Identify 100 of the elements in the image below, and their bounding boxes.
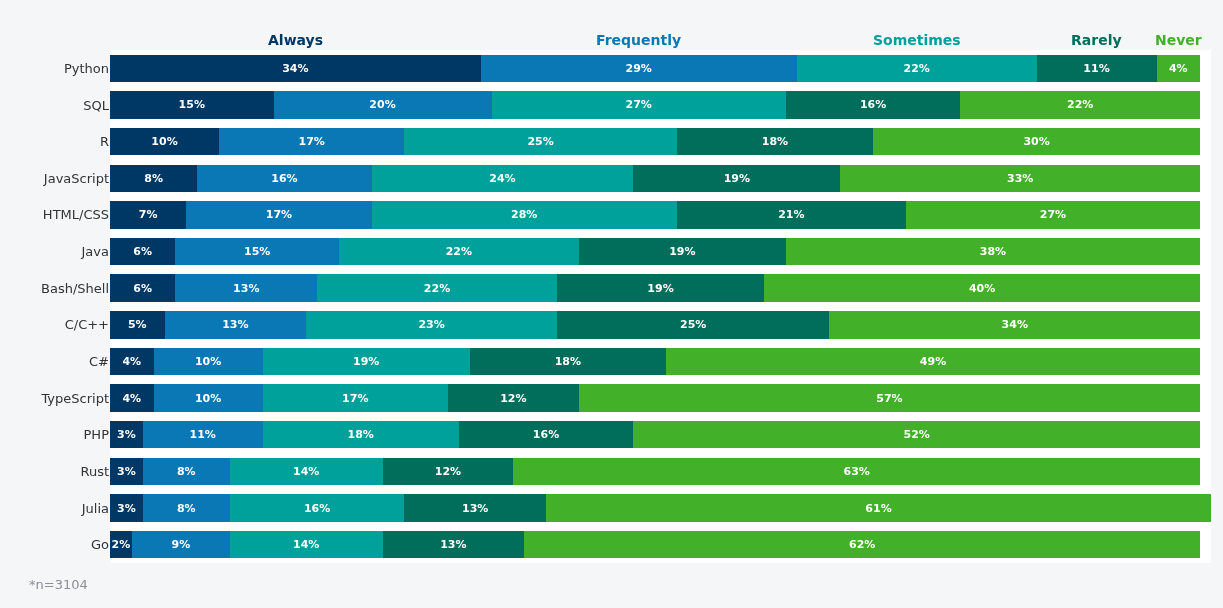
bar xyxy=(491,91,786,119)
bar xyxy=(262,384,448,412)
bar xyxy=(229,457,383,486)
bar xyxy=(873,127,1201,156)
text: *n=3104 xyxy=(29,577,88,592)
data-label: 28% xyxy=(511,208,538,222)
data-label: 11% xyxy=(1083,61,1110,75)
bar xyxy=(578,384,1201,412)
data-label: 4% xyxy=(122,391,142,405)
bar xyxy=(905,201,1201,229)
data-label: 12% xyxy=(434,464,462,478)
bar xyxy=(556,274,765,302)
data-label: 18% xyxy=(761,135,789,149)
data-label: 40% xyxy=(968,281,996,295)
data-label: 17% xyxy=(265,208,293,222)
series-label: Rarely xyxy=(1071,32,1122,48)
data-label: 57% xyxy=(876,391,903,405)
data-label: 8% xyxy=(176,501,196,515)
bar xyxy=(164,311,307,339)
bar xyxy=(676,127,874,156)
bar xyxy=(796,54,1037,83)
data-label: 16% xyxy=(303,501,331,515)
y-tick-label: Python xyxy=(63,60,109,76)
y-tick-label: Java xyxy=(80,244,109,260)
data-label: 18% xyxy=(554,354,582,368)
data-label: 61% xyxy=(865,501,892,515)
bar xyxy=(153,384,263,412)
y-tick-label: Rust xyxy=(80,463,109,479)
bar xyxy=(764,274,1201,302)
bar xyxy=(480,54,797,83)
bar xyxy=(676,201,906,229)
bar xyxy=(110,54,481,83)
y-tick-label: Julia xyxy=(80,500,109,516)
data-label: 30% xyxy=(1023,135,1050,149)
data-label: 18% xyxy=(347,428,374,442)
data-label: 13% xyxy=(462,501,489,515)
bar xyxy=(960,91,1201,119)
data-label: 62% xyxy=(849,538,876,552)
bar xyxy=(578,237,786,266)
bar xyxy=(469,347,666,376)
bar xyxy=(110,91,274,119)
series-label: Frequently xyxy=(596,32,682,48)
data-label: 10% xyxy=(151,135,178,149)
data-label: 34% xyxy=(1001,318,1028,332)
bar xyxy=(633,164,841,192)
data-label: 16% xyxy=(271,171,298,185)
data-label: 9% xyxy=(171,538,191,552)
bar xyxy=(633,421,1201,449)
bar xyxy=(110,311,165,339)
bar xyxy=(273,91,492,119)
data-label: 6% xyxy=(133,281,153,295)
bar xyxy=(665,347,1201,376)
data-label: 3% xyxy=(117,428,136,442)
bar xyxy=(175,237,339,266)
data-label: 14% xyxy=(293,538,320,552)
bar xyxy=(262,421,459,449)
y-tick-label: SQL xyxy=(83,97,110,113)
bar xyxy=(153,347,263,376)
data-label: 13% xyxy=(440,538,467,552)
data-label: 49% xyxy=(919,354,947,368)
bar xyxy=(110,164,198,192)
bar xyxy=(785,91,961,119)
bar xyxy=(404,127,677,156)
data-label: 22% xyxy=(903,61,930,75)
data-label: 20% xyxy=(369,98,396,112)
data-label: 22% xyxy=(1067,98,1094,112)
bar xyxy=(371,164,634,192)
bar xyxy=(382,530,525,559)
data-label: 16% xyxy=(532,428,560,442)
data-label: 19% xyxy=(647,281,674,295)
bar xyxy=(382,457,514,486)
data-label: 14% xyxy=(293,464,320,478)
y-tick-label: R xyxy=(99,134,109,150)
bar xyxy=(110,201,187,229)
y-tick-label: PHP xyxy=(83,427,110,443)
y-tick-label: Go xyxy=(90,537,110,553)
data-label: 29% xyxy=(625,61,652,75)
data-label: 3% xyxy=(117,464,136,478)
bar xyxy=(513,457,1201,486)
bar xyxy=(371,201,677,229)
bar xyxy=(338,237,579,266)
series-label: Sometimes xyxy=(873,32,961,48)
y-tick-label: TypeScript xyxy=(40,390,109,406)
bar xyxy=(829,311,1201,339)
data-label: 52% xyxy=(903,428,930,442)
bar xyxy=(219,127,405,156)
data-label: 25% xyxy=(680,318,707,332)
bar xyxy=(524,530,1201,559)
data-label: 8% xyxy=(144,171,163,185)
bar xyxy=(458,421,634,449)
bar xyxy=(546,494,1211,522)
data-label: 63% xyxy=(843,464,870,478)
bar xyxy=(785,237,1201,266)
data-label: 13% xyxy=(233,281,260,295)
y-tick-label: JavaScript xyxy=(42,170,109,186)
bar xyxy=(110,347,154,376)
bar xyxy=(197,164,372,192)
data-label: 15% xyxy=(178,98,205,112)
bar xyxy=(131,530,230,559)
y-tick-label: HTML/CSS xyxy=(42,207,109,223)
